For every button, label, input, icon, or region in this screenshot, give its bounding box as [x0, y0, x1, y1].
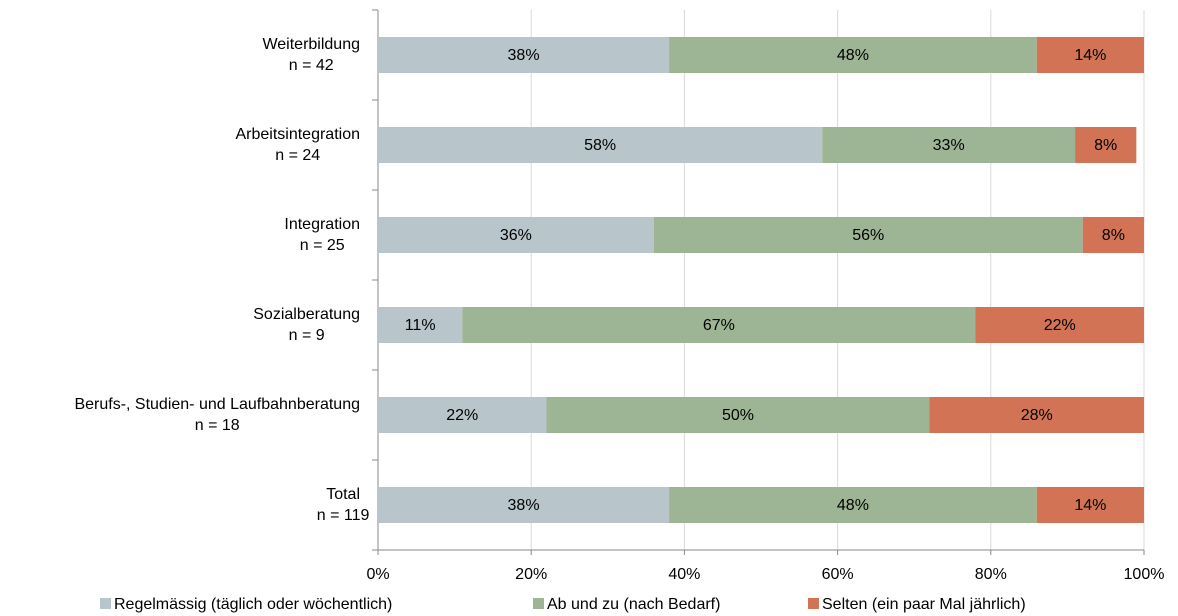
bar-segment [1082, 217, 1144, 253]
category-label: Arbeitsintegration [235, 126, 360, 143]
value-label: 14% [1074, 497, 1106, 514]
value-label: 67% [703, 317, 735, 334]
bar-segment [378, 307, 463, 343]
value-label: 8% [1094, 137, 1117, 154]
bar-segment [975, 307, 1144, 343]
value-label: 22% [1044, 317, 1076, 334]
category-label: n = 42 [289, 57, 334, 74]
bar-segment [1075, 127, 1137, 163]
bar-segment [378, 397, 547, 433]
value-label: 50% [722, 407, 754, 424]
legend-label: Ab und zu (nach Bedarf) [547, 596, 720, 613]
x-tick-label: 80% [975, 566, 1007, 583]
value-label: 56% [852, 227, 884, 244]
value-label: 11% [405, 317, 436, 334]
bar-segment [462, 307, 976, 343]
bar-segment [378, 37, 670, 73]
bar-segment [669, 487, 1037, 523]
category-label: n = 24 [275, 147, 320, 164]
legend-swatch [533, 598, 544, 609]
bar-segment [1036, 37, 1144, 73]
bar-segment [1036, 487, 1144, 523]
x-tick-label: 60% [822, 566, 854, 583]
value-label: 14% [1074, 47, 1106, 64]
bar-segment [653, 217, 1083, 253]
category-label: Weiterbildung [262, 36, 360, 53]
category-label: n = 18 [195, 417, 240, 434]
value-label: 58% [584, 137, 616, 154]
bar-segment [546, 397, 930, 433]
category-label: n = 25 [300, 237, 345, 254]
bar-segment [378, 127, 823, 163]
value-label: 48% [837, 497, 869, 514]
value-label: 33% [933, 137, 965, 154]
value-label: 36% [500, 227, 532, 244]
legend-swatch [100, 598, 111, 609]
category-label: Sozialberatung [253, 306, 360, 323]
value-label: 28% [1021, 407, 1053, 424]
x-tick-label: 40% [668, 566, 700, 583]
value-label: 8% [1102, 227, 1125, 244]
bar-segment [378, 217, 654, 253]
value-label: 38% [508, 497, 540, 514]
value-label: 38% [508, 47, 540, 64]
category-label: Total [326, 486, 360, 503]
category-label: Berufs-, Studien- und Laufbahnberatung [74, 396, 360, 413]
legend-label: Selten (ein paar Mal jährlich) [822, 596, 1026, 613]
category-label: n = 9 [289, 327, 325, 344]
x-tick-label: 100% [1124, 566, 1165, 583]
legend-swatch [808, 598, 819, 609]
category-label: n = 119 [317, 507, 370, 524]
value-label: 22% [446, 407, 478, 424]
value-label: 48% [837, 47, 869, 64]
bar-segment [669, 37, 1037, 73]
bar-segment [822, 127, 1076, 163]
bar-segment [929, 397, 1144, 433]
category-label: Integration [284, 216, 360, 233]
legend-label: Regelmässig (täglich oder wöchentlich) [114, 596, 392, 613]
bar-segment [378, 487, 670, 523]
x-tick-label: 0% [366, 566, 389, 583]
x-tick-label: 20% [515, 566, 547, 583]
